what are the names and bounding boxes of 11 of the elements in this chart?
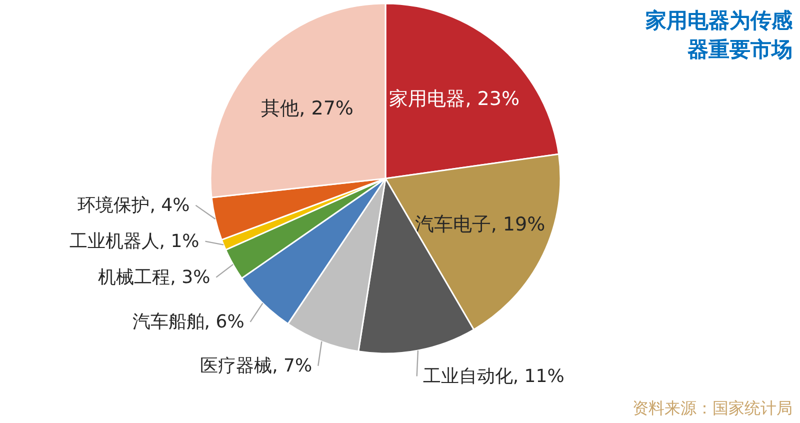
- text: 家用电器为传感器重要市场: [644, 8, 794, 62]
- text: 资料来源：国家统计局: [632, 398, 792, 418]
- slice-label: 工业机器人, 1%: [69, 230, 200, 252]
- slice-label: 汽车电子, 19%: [414, 213, 546, 236]
- slice-label: 工业自动化, 11%: [422, 366, 564, 387]
- slice-label: 家用电器, 23%: [389, 88, 520, 110]
- slice-label: 环境保护, 4%: [78, 194, 190, 216]
- slice-label: 机械工程, 3%: [98, 266, 210, 288]
- slice-label: 其他, 27%: [261, 97, 354, 120]
- slice-label: 医疗器械, 7%: [200, 355, 312, 376]
- slice-label: 汽车船舶, 6%: [132, 311, 244, 332]
